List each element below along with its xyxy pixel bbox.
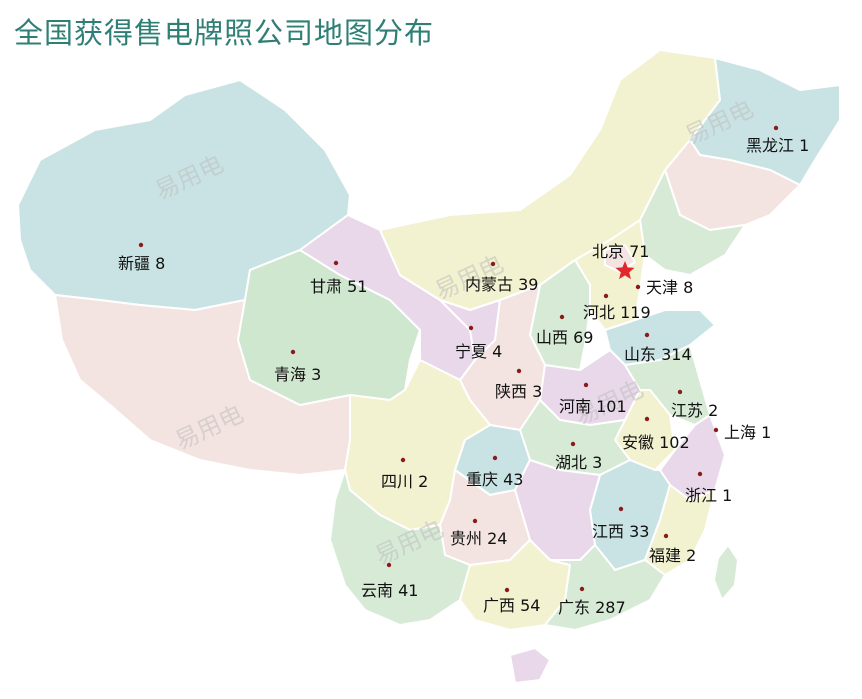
province-label: 云南 41 <box>361 581 418 600</box>
region-guangdong <box>544 544 666 631</box>
province-dot <box>516 368 522 374</box>
province-dot <box>504 587 510 593</box>
province-dot <box>492 455 498 461</box>
province-label: 内蒙古 39 <box>465 275 538 294</box>
province-dot <box>644 416 650 422</box>
province-label: 山东 314 <box>624 345 692 364</box>
province-label: 新疆 8 <box>118 254 165 273</box>
region-liaoning <box>639 169 746 276</box>
province-label: 河南 101 <box>559 397 627 416</box>
province-dot <box>579 586 585 592</box>
province-label: 安徽 102 <box>622 433 690 452</box>
province-label: 上海 1 <box>724 423 771 442</box>
province-label: 广西 54 <box>483 596 540 615</box>
province-dot <box>138 242 144 248</box>
province-dot <box>333 260 339 266</box>
province-dot <box>603 293 609 299</box>
province-label: 湖北 3 <box>555 453 602 472</box>
province-label: 浙江 1 <box>685 486 732 505</box>
province-dot <box>583 382 589 388</box>
province-dot <box>559 314 565 320</box>
province-dot <box>468 325 474 331</box>
province-dot <box>490 261 496 267</box>
province-dot <box>713 427 719 433</box>
province-dot <box>773 125 779 131</box>
province-dot <box>697 471 703 477</box>
province-label: 江苏 2 <box>671 401 718 420</box>
province-dot <box>635 284 641 290</box>
province-label: 江西 33 <box>592 522 649 541</box>
province-label: 黑龙江 1 <box>746 136 809 155</box>
province-label: 四川 2 <box>381 472 428 491</box>
province-dot <box>290 349 296 355</box>
map-title: 全国获得售电牌照公司地图分布 <box>14 16 435 50</box>
province-label: 北京 71 <box>592 242 649 261</box>
province-dot <box>400 457 406 463</box>
province-label: 福建 2 <box>649 546 696 565</box>
province-label: 重庆 43 <box>466 470 523 489</box>
province-label: 甘肃 51 <box>310 277 367 296</box>
region-beijing <box>604 244 636 273</box>
province-dot <box>677 389 683 395</box>
province-dot <box>386 562 392 568</box>
province-markers: 黑龙江 1 新疆 8 北京 71 甘肃 51 内蒙古 39 天津 8 河北 11… <box>118 125 809 617</box>
province-label: 贵州 24 <box>450 529 507 548</box>
region-taiwan <box>713 544 739 601</box>
province-label: 宁夏 4 <box>455 342 502 361</box>
province-label: 青海 3 <box>274 365 321 384</box>
region-hainan <box>509 647 551 684</box>
red-star-icon <box>615 261 635 280</box>
province-dot <box>644 332 650 338</box>
province-dot <box>472 518 478 524</box>
province-shapes <box>17 49 841 684</box>
province-label: 陕西 3 <box>495 382 542 401</box>
province-dot <box>663 533 669 539</box>
province-dot <box>570 441 576 447</box>
province-label: 广东 287 <box>558 598 626 617</box>
province-dot <box>618 506 624 512</box>
province-label: 天津 8 <box>646 278 693 297</box>
province-label: 山西 69 <box>536 328 593 347</box>
province-label: 河北 119 <box>583 303 651 322</box>
